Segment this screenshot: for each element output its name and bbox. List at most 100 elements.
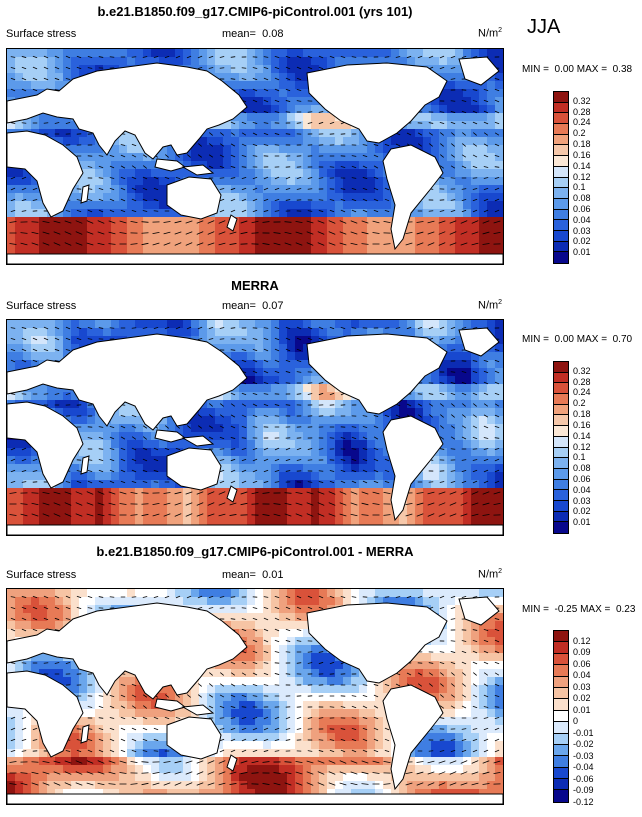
colorbar-swatch (554, 687, 568, 700)
min-value: 0.00 (554, 64, 574, 75)
colorbar-swatch (554, 490, 568, 501)
colorbar-tick-label: 0.14 (573, 160, 591, 171)
colorbar-swatch (554, 479, 568, 491)
panel-obs-map (6, 319, 504, 536)
colorbar-swatch (554, 156, 568, 167)
colorbar-swatch (554, 102, 568, 114)
panel-diff-minmax: MIN = -0.25 MAX = 0.23 (522, 604, 635, 615)
colorbar-tick-label: 0.24 (573, 387, 591, 398)
colorbar-swatch (554, 362, 568, 373)
colorbar-swatch (554, 676, 568, 688)
units-base: N/m (478, 568, 499, 581)
panel-model-variable-label: Surface stress (6, 28, 77, 40)
colorbar-tick-label: 0.1 (573, 182, 586, 193)
panel-diff-colorbar (553, 630, 569, 803)
colorbar-swatch (554, 134, 568, 146)
panel-model-map (6, 48, 504, 265)
colorbar-tick-label: -0.01 (573, 727, 594, 738)
stress-vectors (9, 595, 501, 786)
max-label: MAX = (580, 604, 611, 615)
panel-model-mean: mean= 0.08 (222, 28, 284, 40)
panel-obs-colorbar (553, 361, 569, 534)
colorbar-swatch (554, 790, 568, 802)
colorbar-swatch (554, 230, 568, 242)
colorbar-tick-label: 0.06 (573, 473, 591, 484)
colorbar-tick-label: 0.08 (573, 193, 591, 204)
colorbar-tick-label: 0.02 (573, 506, 591, 517)
panel-obs-title: MERRA (231, 278, 279, 293)
colorbar-tick-label: 0.04 (573, 670, 591, 681)
max-label: MAX = (576, 334, 608, 345)
colorbar-tick-label: -0.09 (573, 785, 594, 796)
colorbar-tick-label: 0.2 (573, 128, 586, 139)
mean-label: mean= (222, 28, 256, 40)
mean-value: 0.01 (262, 569, 284, 581)
colorbar-swatch (554, 177, 568, 189)
mean-label: mean= (222, 300, 256, 312)
units-exponent: 2 (498, 299, 503, 306)
colorbar-swatch (554, 188, 568, 199)
colorbar-tick-label: 0.09 (573, 647, 591, 658)
colorbar-swatch (554, 767, 568, 780)
colorbar-swatch (554, 642, 568, 654)
colorbar-swatch (554, 198, 568, 210)
colorbar-tick-label: 0.18 (573, 139, 591, 150)
colorbar-tick-label: 0.03 (573, 495, 591, 506)
colorbar-tick-label: 0.02 (573, 236, 591, 247)
panel-obs-units: N/m2 (478, 299, 502, 312)
panel-model-title: b.e21.B1850.f09_g17.CMIP6-piControl.001 … (97, 4, 413, 19)
colorbar-tick-label: 0.32 (573, 365, 591, 376)
colorbar-swatch (554, 522, 568, 533)
colorbar-swatch (554, 372, 568, 384)
colorbar-tick-label: 0.24 (573, 117, 591, 128)
colorbar-swatch (554, 458, 568, 469)
colorbar-swatch (554, 500, 568, 512)
colorbar-swatch (554, 722, 568, 734)
colorbar-tick-label: 0.2 (573, 398, 586, 409)
min-value: 0.00 (554, 334, 574, 345)
colorbar-tick-label: 0.04 (573, 484, 591, 495)
colorbar-tick-label: 0.03 (573, 225, 591, 236)
min-value: -0.25 (554, 604, 578, 615)
colorbar-tick-label: 0.06 (573, 203, 591, 214)
colorbar-swatch (554, 383, 568, 395)
colorbar-tick-label: 0.32 (573, 95, 591, 106)
colorbar-tick-label: 0.02 (573, 693, 591, 704)
colorbar-tick-label: 0.28 (573, 106, 591, 117)
colorbar-swatch (554, 404, 568, 416)
colorbar-tick-label: 0.12 (573, 171, 591, 182)
panel-model-minmax: MIN = 0.00 MAX = 0.38 (522, 64, 632, 75)
colorbar-tick-label: 0.28 (573, 376, 591, 387)
panel-obs-variable-label: Surface stress (6, 300, 77, 312)
colorbar-swatch (554, 145, 568, 157)
stress-vectors (9, 326, 501, 517)
colorbar-tick-label: -0.02 (573, 739, 594, 750)
colorbar-tick-label: -0.12 (573, 797, 594, 807)
colorbar-swatch (554, 779, 568, 791)
continent-outlines (7, 327, 503, 535)
colorbar-tick-label: 0.14 (573, 430, 591, 441)
colorbar-swatch (554, 241, 568, 253)
colorbar-swatch (554, 733, 568, 745)
max-value: 0.70 (612, 334, 633, 345)
panel-diff-units: N/m2 (478, 568, 502, 581)
panel-model-colorbar (553, 91, 569, 264)
colorbar-tick-label: 0.01 (573, 517, 591, 528)
colorbar-swatch (554, 511, 568, 523)
continent-outlines (7, 596, 503, 804)
colorbar-swatch (554, 415, 568, 427)
mean-value: 0.08 (262, 28, 284, 40)
colorbar-tick-label: 0.16 (573, 149, 591, 160)
colorbar-swatch (554, 699, 568, 711)
colorbar-swatch (554, 665, 568, 677)
colorbar-tick-label: 0.16 (573, 419, 591, 430)
colorbar-swatch (554, 394, 568, 405)
colorbar-swatch (554, 220, 568, 231)
colorbar-tick-label: 0.01 (573, 247, 591, 258)
panel-model-units: N/m2 (478, 27, 502, 40)
colorbar-swatch (554, 436, 568, 448)
colorbar-tick-label: 0.04 (573, 214, 591, 225)
panel-diff-title: b.e21.B1850.f09_g17.CMIP6-piControl.001 … (96, 544, 414, 559)
max-value: 0.23 (615, 604, 636, 615)
colorbar-swatch (554, 92, 568, 103)
